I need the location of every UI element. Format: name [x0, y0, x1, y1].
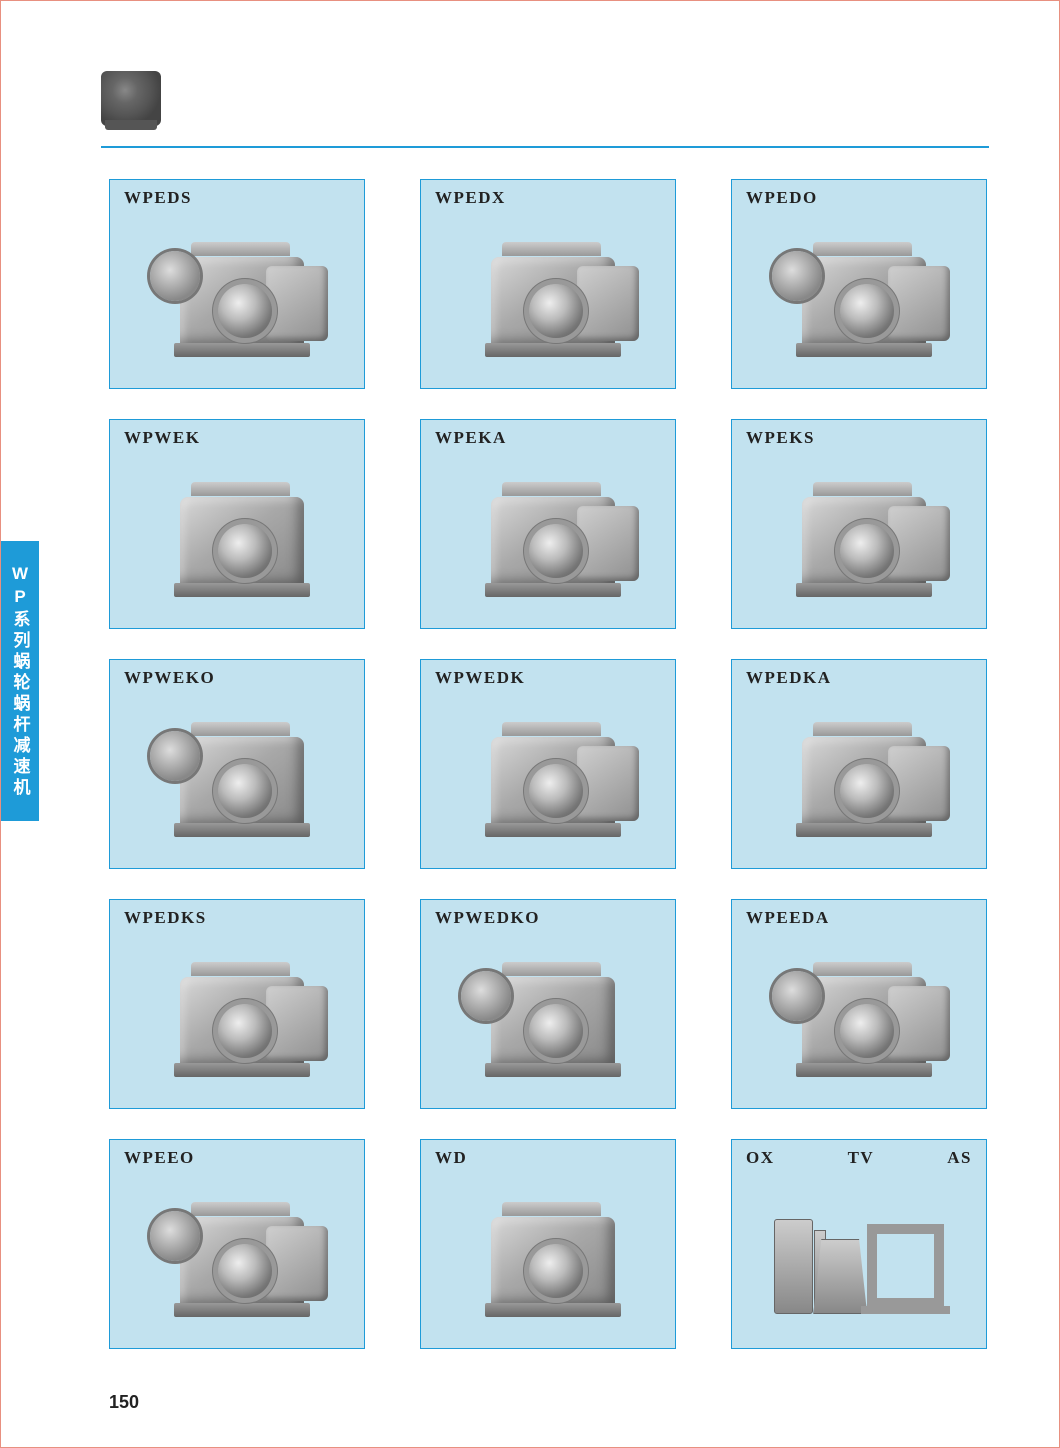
product-card: WPEKA — [420, 419, 676, 629]
product-label: WPWEKO — [124, 668, 350, 688]
gearbox-image — [453, 224, 643, 374]
product-label: WPEEDA — [746, 908, 972, 928]
product-label-text: WPEDO — [746, 188, 818, 208]
product-card: WPEDO — [731, 179, 987, 389]
gearbox-image — [142, 464, 332, 614]
product-label-text: WPEEDA — [746, 908, 830, 928]
product-label: WD — [435, 1148, 661, 1168]
gearbox-image — [453, 944, 643, 1094]
product-label-text: WPEDKS — [124, 908, 207, 928]
product-label: WPEDKS — [124, 908, 350, 928]
product-label: WPWEDKO — [435, 908, 661, 928]
product-label-text: WPWEK — [124, 428, 200, 448]
product-label-text: WPEDX — [435, 188, 506, 208]
gearbox-image — [764, 224, 954, 374]
product-label: WPEDO — [746, 188, 972, 208]
gearbox-image — [453, 1184, 643, 1334]
product-label: WPEKS — [746, 428, 972, 448]
gearbox-image — [142, 1184, 332, 1334]
gearbox-image — [453, 464, 643, 614]
product-label-text: OX — [746, 1148, 775, 1168]
logo-image — [101, 71, 161, 126]
product-card: WPEEDA — [731, 899, 987, 1109]
product-label: WPEDX — [435, 188, 661, 208]
product-card: WPEDS — [109, 179, 365, 389]
product-card: WPEDX — [420, 179, 676, 389]
product-label-text: WPEDS — [124, 188, 192, 208]
header-divider — [101, 146, 989, 148]
product-label-text: WPEKS — [746, 428, 815, 448]
page-header — [101, 71, 989, 141]
product-label: WPEDKA — [746, 668, 972, 688]
product-card: WD — [420, 1139, 676, 1349]
product-grid: WPEDS WPEDX WPEDO WPWEK WPEKA WPEKS WPWEKO WPWE… — [109, 179, 989, 1349]
part-ox — [774, 1219, 813, 1314]
product-label-text: TV — [848, 1148, 875, 1168]
product-card: WPWEDK — [420, 659, 676, 869]
product-label: OX TV AS — [746, 1148, 972, 1168]
gearbox-image — [453, 704, 643, 854]
product-label-text: WPEKA — [435, 428, 507, 448]
gearbox-image — [142, 704, 332, 854]
gearbox-image — [764, 944, 954, 1094]
product-card: OX TV AS — [731, 1139, 987, 1349]
product-card: WPEEO — [109, 1139, 365, 1349]
product-card: WPWEKO — [109, 659, 365, 869]
product-card: WPEDKA — [731, 659, 987, 869]
product-label-text: WPWEDKO — [435, 908, 540, 928]
section-side-tab: WP系列蜗轮蜗杆减速机 — [1, 541, 39, 821]
product-card: WPWEK — [109, 419, 365, 629]
product-label-text: AS — [947, 1148, 972, 1168]
product-label-text: WD — [435, 1148, 467, 1168]
product-label-text: WPEDKA — [746, 668, 832, 688]
gearbox-image — [764, 464, 954, 614]
product-label-text: WPWEDK — [435, 668, 525, 688]
part-as — [867, 1224, 944, 1314]
product-label-text: WPWEKO — [124, 668, 215, 688]
product-label-text: WPEEO — [124, 1148, 195, 1168]
gearbox-image — [142, 224, 332, 374]
gearbox-image — [764, 704, 954, 854]
product-card: WPEDKS — [109, 899, 365, 1109]
product-label: WPEKA — [435, 428, 661, 448]
product-label: WPWEDK — [435, 668, 661, 688]
product-label: WPWEK — [124, 428, 350, 448]
part-tv — [813, 1239, 867, 1314]
page-number: 150 — [109, 1392, 139, 1413]
product-label: WPEEO — [124, 1148, 350, 1168]
gearbox-image — [142, 944, 332, 1094]
product-card: WPWEDKO — [420, 899, 676, 1109]
product-card: WPEKS — [731, 419, 987, 629]
product-label: WPEDS — [124, 188, 350, 208]
parts-image — [764, 1184, 954, 1334]
